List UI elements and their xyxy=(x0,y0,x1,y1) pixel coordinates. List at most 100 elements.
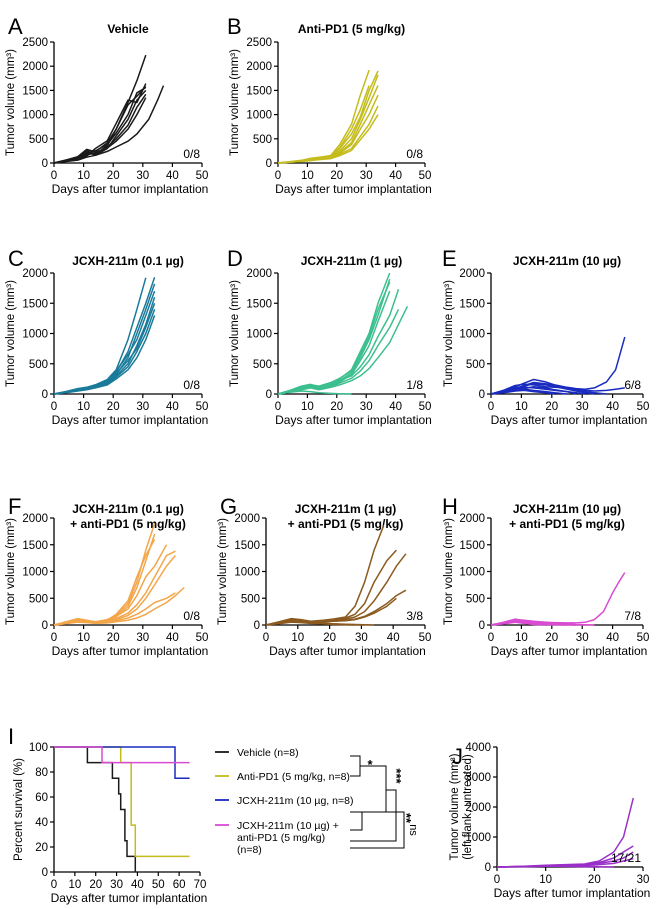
x-axis-label-D: Days after tumor implantation xyxy=(275,413,432,427)
x-tick-label-E: 40 xyxy=(606,401,619,413)
y-tick-label-I: 40 xyxy=(35,817,48,829)
x-tick-label-G: 20 xyxy=(323,632,336,644)
y-tick-label-G: 2000 xyxy=(234,513,260,525)
x-tick-label-B: 0 xyxy=(275,170,281,182)
y-tick-label-H: 1000 xyxy=(459,567,485,579)
x-tick-label-F: 20 xyxy=(107,632,120,644)
y-tick-label-J: 1000 xyxy=(465,832,491,844)
x-axis-label-A: Days after tumor implantation xyxy=(52,182,209,196)
y-tick-label-J: 0 xyxy=(485,862,491,874)
y-tick-label-C: 500 xyxy=(29,359,48,371)
chart-title-D: JCXH-211m (1 µg) xyxy=(301,254,403,268)
x-tick-label-I: 50 xyxy=(152,879,165,891)
panel-letter-G: G xyxy=(220,494,237,519)
legend-label-1: Vehicle (n=8) xyxy=(237,747,299,759)
y-tick-label-G: 1500 xyxy=(234,540,260,552)
series-line-A-6 xyxy=(53,85,147,164)
panel-letter-F: F xyxy=(8,494,21,519)
ratio-annotation-J: 17/21 xyxy=(611,851,641,865)
series-line-F-6 xyxy=(53,544,168,626)
x-axis-label-E: Days after tumor implantation xyxy=(491,413,648,427)
x-tick-label-G: 40 xyxy=(387,632,400,644)
chart-title-B: Anti-PD1 (5 mg/kg) xyxy=(298,22,405,36)
x-tick-label-A: 20 xyxy=(107,170,120,182)
survival-curve-2 xyxy=(54,746,190,858)
x-tick-label-D: 20 xyxy=(330,401,343,413)
series-line-C-8 xyxy=(53,315,156,395)
y-tick-label-J: 2000 xyxy=(465,802,491,814)
x-tick-label-A: 10 xyxy=(77,170,90,182)
chart-title-C: JCXH-211m (0.1 µg) xyxy=(72,254,184,268)
chart-title-H: JCXH-211m (10 µg) xyxy=(513,502,621,516)
y-tick-label-D: 0 xyxy=(266,389,272,401)
x-tick-label-F: 50 xyxy=(196,632,209,644)
x-tick-label-I: 10 xyxy=(68,879,81,891)
y-tick-label-C: 1000 xyxy=(22,329,48,341)
x-axis-label-G: Days after tumor implantation xyxy=(269,644,426,658)
sig-bracket-3 xyxy=(350,789,397,842)
chart-title-F: JCXH-211m (0.1 µg) xyxy=(72,502,184,516)
series-line-D-4 xyxy=(277,289,400,395)
x-tick-label-D: 0 xyxy=(275,401,281,413)
x-tick-label-H: 50 xyxy=(637,632,650,644)
y-tick-label-G: 0 xyxy=(254,620,260,632)
chart-title-E: JCXH-211m (10 µg) xyxy=(513,254,621,268)
ratio-annotation-G: 3/8 xyxy=(406,609,423,623)
x-tick-label-J: 0 xyxy=(494,874,500,886)
series-line-G-2 xyxy=(265,549,397,626)
y-tick-label-H: 500 xyxy=(466,593,485,605)
y-tick-label-I: 80 xyxy=(35,767,48,779)
y-tick-label-I: 100 xyxy=(29,742,48,754)
chart-subtitle-F: + anti-PD1 (5 mg/kg) xyxy=(70,517,186,531)
x-tick-label-G: 0 xyxy=(263,632,269,644)
y-tick-label-G: 1000 xyxy=(234,567,260,579)
x-tick-label-D: 30 xyxy=(360,401,373,413)
sig-label-2: *** xyxy=(389,768,404,784)
x-tick-label-B: 20 xyxy=(330,170,343,182)
x-tick-label-E: 0 xyxy=(488,401,494,413)
x-tick-label-J: 20 xyxy=(588,874,601,886)
series-line-C-2 xyxy=(53,276,156,395)
series-line-J-6 xyxy=(496,865,600,868)
y-tick-label-J: 3000 xyxy=(465,772,491,784)
x-tick-label-F: 40 xyxy=(166,632,179,644)
panel-letter-D: D xyxy=(227,246,243,271)
x-tick-label-H: 30 xyxy=(576,632,589,644)
x-tick-label-A: 50 xyxy=(196,170,209,182)
x-tick-label-C: 40 xyxy=(166,401,179,413)
y-axis-label-I: Percent survival (%) xyxy=(13,758,25,861)
ratio-annotation-D: 1/8 xyxy=(406,378,423,392)
series-line-B-8 xyxy=(277,114,379,164)
series-line-C-1 xyxy=(53,277,147,395)
x-tick-label-D: 10 xyxy=(301,401,314,413)
y-tick-label-G: 500 xyxy=(241,593,260,605)
x-tick-label-F: 10 xyxy=(77,632,90,644)
panel-letter-E: E xyxy=(442,246,457,271)
series-line-B-7 xyxy=(277,85,370,164)
ratio-annotation-A: 0/8 xyxy=(183,147,200,161)
y-tick-label-F: 500 xyxy=(29,593,48,605)
x-tick-label-C: 10 xyxy=(77,401,90,413)
x-axis-label-H: Days after tumor implantation xyxy=(491,644,648,658)
x-tick-label-G: 10 xyxy=(291,632,304,644)
y-tick-label-F: 1000 xyxy=(22,567,48,579)
x-tick-label-H: 10 xyxy=(515,632,528,644)
x-tick-label-G: 30 xyxy=(355,632,368,644)
x-tick-label-A: 40 xyxy=(166,170,179,182)
legend-label-4: anti-PD1 (5 mg/kg) xyxy=(237,832,325,844)
x-tick-label-H: 0 xyxy=(488,632,494,644)
y-axis-label-D: Tumor volume (mm³) xyxy=(229,280,241,387)
y-axis-label-G: Tumor volume (mm³) xyxy=(217,518,229,625)
x-tick-label-A: 30 xyxy=(136,170,149,182)
series-line-H-7 xyxy=(490,621,546,626)
panel-letter-H: H xyxy=(442,494,458,519)
x-tick-label-I: 30 xyxy=(110,879,123,891)
y-axis-label-E: Tumor volume (mm³) xyxy=(443,280,455,387)
legend-label-4: (n=8) xyxy=(237,844,262,856)
x-tick-label-I: 0 xyxy=(51,879,57,891)
y-tick-label-B: 0 xyxy=(266,158,272,170)
y-axis-label-B: Tumor volume (mm³) xyxy=(229,49,241,156)
series-line-F-8 xyxy=(53,592,176,626)
y-tick-label-J: 4000 xyxy=(465,742,491,754)
